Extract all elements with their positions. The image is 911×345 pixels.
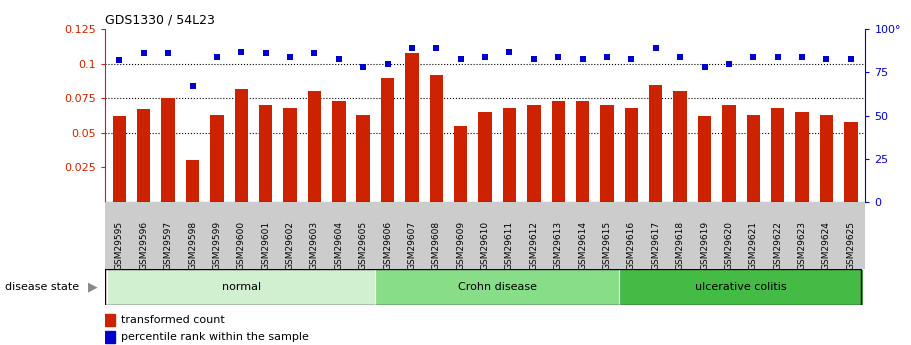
Text: disease state: disease state [5, 282, 78, 292]
Bar [698, 116, 711, 202]
Point [649, 46, 663, 51]
Bar [430, 75, 443, 202]
Bar [844, 122, 857, 202]
Bar [259, 105, 272, 202]
Point [502, 49, 517, 55]
Bar [649, 85, 662, 202]
Bar [600, 105, 614, 202]
Bar [283, 108, 297, 202]
Bar [308, 91, 322, 202]
Bar [747, 115, 760, 202]
Text: ▶: ▶ [87, 281, 97, 294]
Bar [722, 105, 735, 202]
Bar [503, 108, 517, 202]
Point [599, 54, 614, 60]
Point [112, 58, 127, 63]
Text: ulcerative colitis: ulcerative colitis [695, 282, 787, 292]
Bar [161, 98, 175, 202]
Point [307, 51, 322, 56]
Text: Crohn disease: Crohn disease [458, 282, 537, 292]
Bar [375, 269, 619, 305]
Point [746, 54, 761, 60]
Point [380, 61, 394, 67]
Bar [186, 160, 200, 202]
Bar [105, 331, 115, 343]
Point [282, 54, 297, 60]
Bar [625, 108, 638, 202]
Text: percentile rank within the sample: percentile rank within the sample [120, 332, 309, 342]
Point [527, 56, 541, 61]
Bar [527, 105, 540, 202]
Point [673, 54, 688, 60]
Point [404, 46, 419, 51]
Bar [673, 91, 687, 202]
Point [794, 54, 809, 60]
Point [697, 65, 711, 70]
Text: transformed count: transformed count [120, 315, 224, 325]
Point [259, 51, 273, 56]
Bar [381, 78, 394, 202]
Point [185, 83, 200, 89]
Point [722, 61, 736, 67]
Bar [113, 116, 126, 202]
Point [551, 54, 566, 60]
Bar [576, 101, 589, 202]
Point [771, 54, 785, 60]
Text: GDS1330 / 54L23: GDS1330 / 54L23 [105, 14, 215, 27]
Bar [551, 101, 565, 202]
Point [356, 65, 371, 70]
Point [454, 56, 468, 61]
Point [429, 46, 444, 51]
Point [234, 49, 249, 55]
Point [332, 56, 346, 61]
Point [819, 56, 834, 61]
Bar [107, 269, 375, 305]
Bar [137, 109, 150, 202]
Point [624, 56, 639, 61]
Bar [478, 112, 492, 202]
Bar [795, 112, 809, 202]
Bar [356, 115, 370, 202]
Bar [105, 314, 115, 326]
Point [576, 56, 590, 61]
Text: normal: normal [221, 282, 261, 292]
Point [161, 51, 176, 56]
Bar [235, 89, 248, 202]
Point [844, 56, 858, 61]
Bar [619, 269, 863, 305]
Bar [210, 115, 223, 202]
Bar [454, 126, 467, 202]
Bar [333, 101, 345, 202]
Point [210, 54, 224, 60]
Bar [820, 115, 834, 202]
Bar [771, 108, 784, 202]
Point [477, 54, 492, 60]
Bar [405, 53, 419, 202]
Point [137, 51, 151, 56]
